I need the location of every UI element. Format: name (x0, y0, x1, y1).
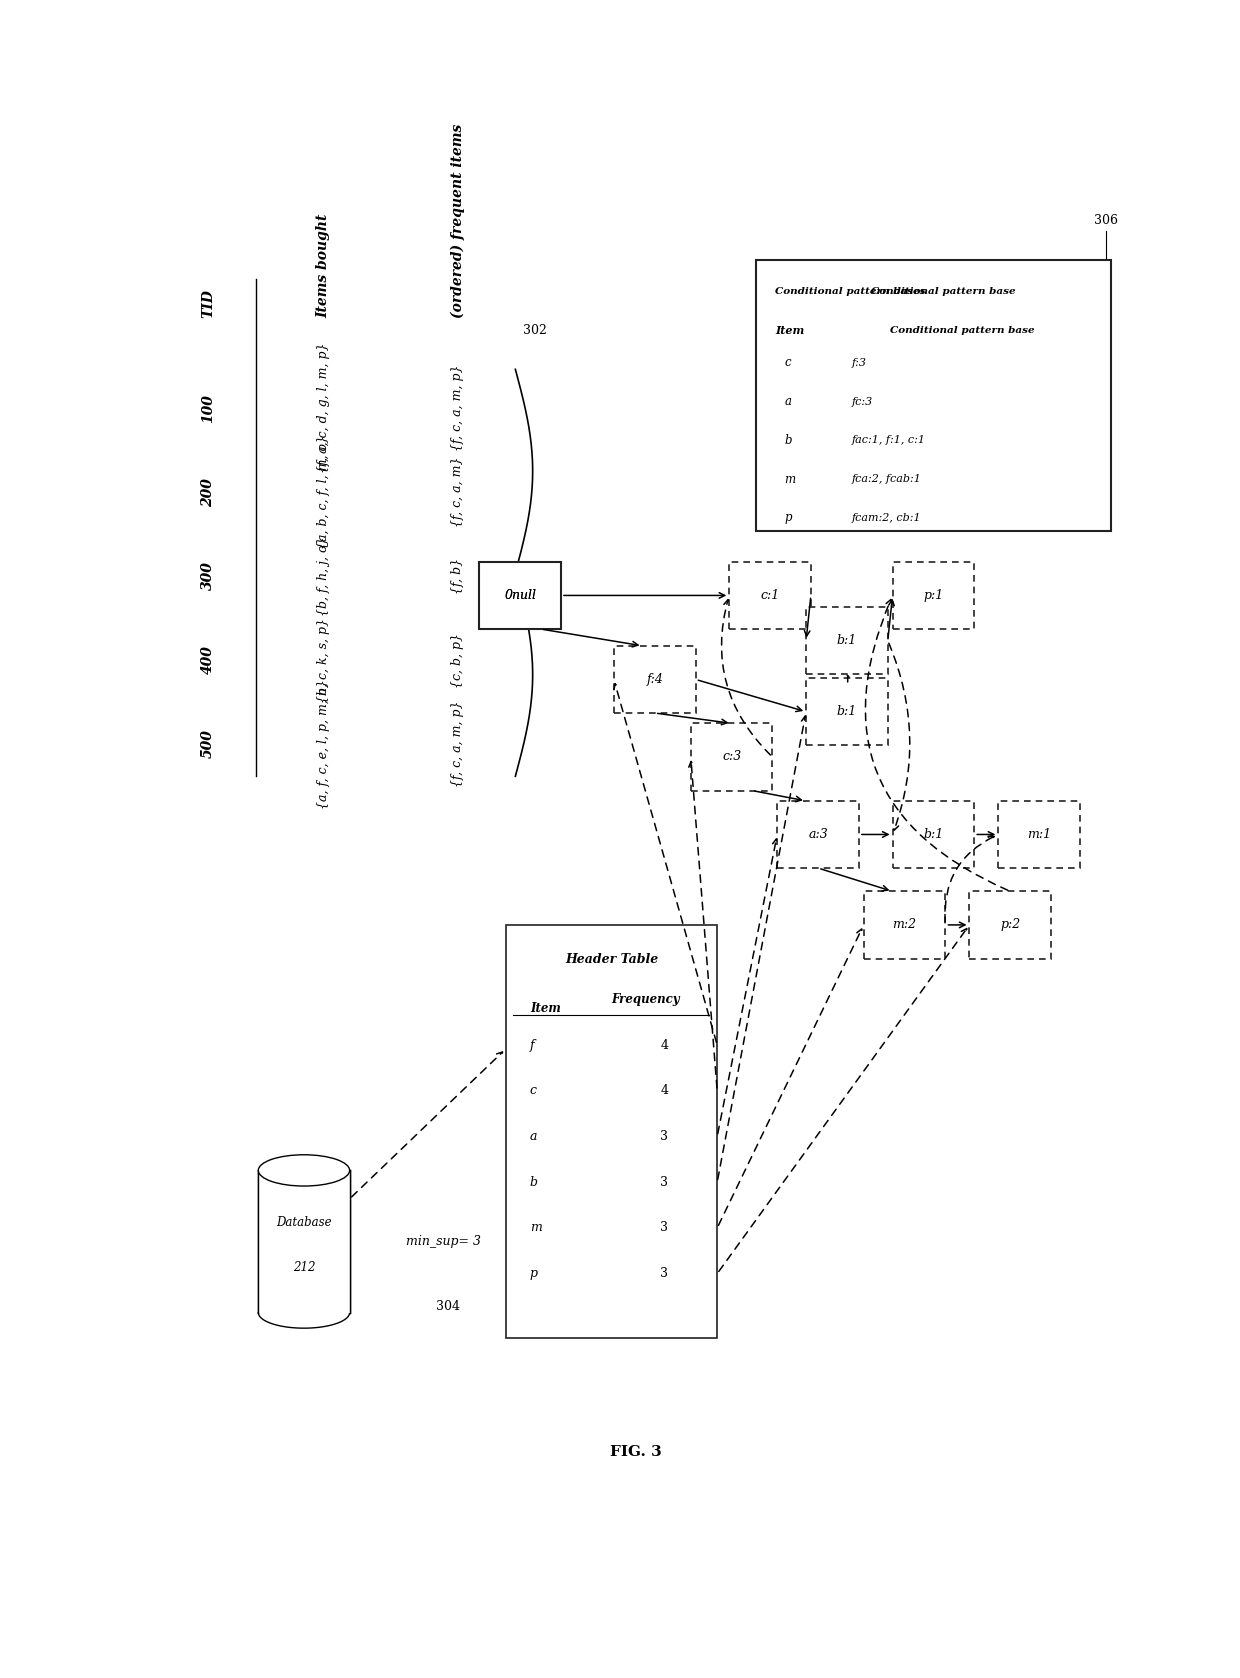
Text: c: c (785, 356, 791, 369)
Text: Items bought: Items bought (316, 213, 330, 317)
Text: 100: 100 (201, 394, 215, 423)
Text: fca:2, fcab:1: fca:2, fcab:1 (852, 475, 921, 485)
Text: 212: 212 (293, 1260, 315, 1274)
Text: b:1: b:1 (837, 634, 857, 648)
Text: p: p (529, 1267, 538, 1280)
Bar (755, 260, 1111, 530)
Text: 200: 200 (201, 478, 215, 507)
Text: f: f (529, 1039, 534, 1052)
Text: m: m (529, 1222, 542, 1235)
Text: fc:3: fc:3 (852, 396, 873, 406)
Text: 306: 306 (1095, 215, 1118, 227)
Text: m:1: m:1 (1027, 827, 1052, 841)
Text: c:3: c:3 (722, 750, 742, 763)
Text: b: b (529, 1176, 538, 1188)
Text: 0null: 0null (505, 589, 536, 602)
Text: b:1: b:1 (924, 827, 944, 841)
Text: Database: Database (277, 1215, 332, 1228)
Text: {f, c, a, m, p}: {f, c, a, m, p} (451, 701, 464, 787)
Bar (258, 1171, 350, 1312)
Text: 400: 400 (201, 646, 215, 675)
Text: m:2: m:2 (893, 918, 916, 931)
Text: FIG. 3: FIG. 3 (610, 1445, 661, 1460)
Text: {b, f, h, j, o}: {b, f, h, j, o} (316, 537, 330, 616)
Text: b: b (785, 435, 792, 446)
Bar (480, 562, 560, 629)
Text: fac:1, f:1, c:1: fac:1, f:1, c:1 (852, 435, 926, 445)
Text: {a, f, c, e, l, p, m, n}: {a, f, c, e, l, p, m, n} (316, 680, 330, 809)
Text: fcam:2, cb:1: fcam:2, cb:1 (852, 513, 921, 524)
Bar (729, 562, 811, 629)
Text: f:3: f:3 (852, 357, 867, 367)
Text: 304: 304 (436, 1299, 460, 1312)
Text: {f, b}: {f, b} (451, 559, 464, 594)
Text: b:1: b:1 (837, 705, 857, 718)
Bar (506, 925, 717, 1339)
Text: c:1: c:1 (760, 589, 780, 602)
Bar (614, 646, 696, 713)
Text: a: a (785, 394, 791, 408)
Text: 500: 500 (201, 730, 215, 758)
Text: p:2: p:2 (1001, 918, 1021, 931)
Bar (893, 800, 975, 868)
Text: m: m (785, 473, 796, 485)
Text: Header Table: Header Table (565, 953, 658, 967)
Bar (806, 678, 888, 745)
Text: Item: Item (529, 1002, 560, 1015)
Text: Frequency: Frequency (611, 993, 680, 1007)
Text: 302: 302 (522, 324, 547, 337)
Text: p: p (785, 512, 792, 525)
Text: {b, c, k, s, p}: {b, c, k, s, p} (316, 618, 330, 703)
Bar (777, 800, 859, 868)
Text: (ordered) frequent items: (ordered) frequent items (450, 124, 465, 317)
Text: TID: TID (201, 289, 215, 317)
Text: 300: 300 (201, 562, 215, 591)
Text: Conditional pattern base: Conditional pattern base (890, 326, 1035, 336)
Text: f:4: f:4 (646, 673, 663, 686)
Text: {c, b, p}: {c, b, p} (451, 633, 464, 688)
Bar (998, 800, 1080, 868)
Bar (480, 562, 560, 629)
Text: p:1: p:1 (924, 589, 944, 602)
Text: 3: 3 (661, 1129, 668, 1143)
Text: 3: 3 (661, 1267, 668, 1280)
Text: 4: 4 (661, 1084, 668, 1097)
Bar (691, 723, 773, 790)
Text: {a, b, c, f, l, m, o}: {a, b, c, f, l, m, o} (316, 435, 330, 549)
Text: c: c (529, 1084, 537, 1097)
Text: {f, a, c, d, g, l, m, p}: {f, a, c, d, g, l, m, p} (316, 342, 330, 473)
Bar (970, 891, 1052, 958)
Text: {f, c, a, m, p}: {f, c, a, m, p} (451, 364, 464, 451)
Text: a:3: a:3 (808, 827, 828, 841)
Text: Item: Item (775, 326, 804, 336)
Text: a: a (529, 1129, 537, 1143)
Text: Conditional pattern base: Conditional pattern base (870, 287, 1016, 297)
Text: min_sup= 3: min_sup= 3 (405, 1235, 481, 1248)
Text: Conditional pattern bases: Conditional pattern bases (775, 287, 925, 297)
Text: 3: 3 (661, 1222, 668, 1235)
Text: {f, c, a, m}: {f, c, a, m} (451, 456, 464, 527)
Text: 0null: 0null (505, 589, 536, 602)
Bar (806, 607, 888, 675)
Text: 4: 4 (661, 1039, 668, 1052)
Bar (893, 562, 975, 629)
Text: 3: 3 (661, 1176, 668, 1188)
Bar (864, 891, 945, 958)
Ellipse shape (258, 1154, 350, 1186)
